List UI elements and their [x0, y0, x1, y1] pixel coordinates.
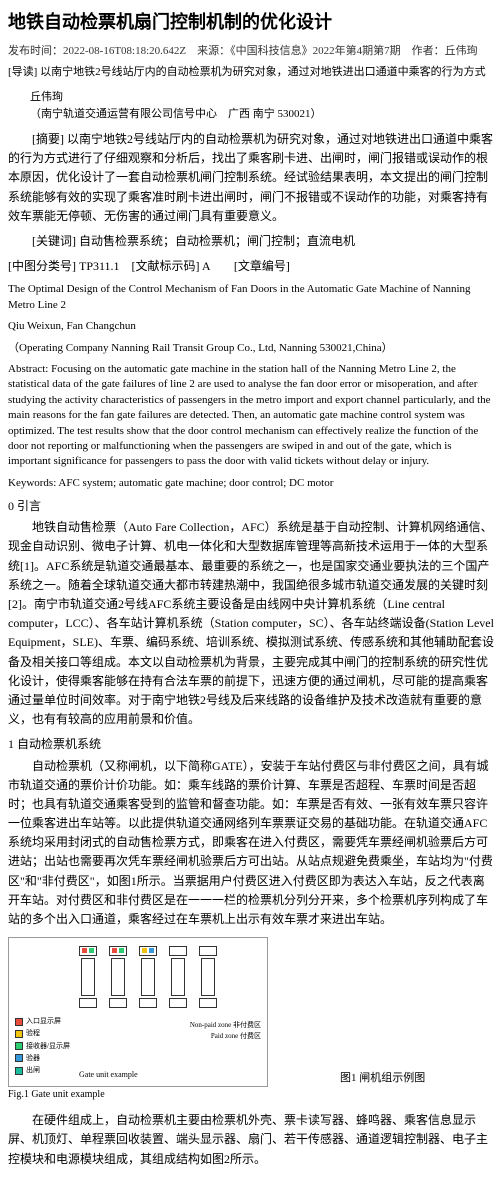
- author-value: 丘伟珣: [445, 45, 478, 57]
- abstract-en: Abstract: Focusing on the automatic gate…: [8, 362, 494, 470]
- lead-text: [导读] 以南宁地铁2号线站厅内的自动检票机为研究对象，通过对地铁进出口通道中乘…: [8, 64, 494, 81]
- legend-swatch: [15, 1054, 23, 1062]
- gate-box: [169, 998, 187, 1008]
- author-label: 作者：: [412, 45, 445, 57]
- legend-item: 出闸: [15, 1065, 70, 1076]
- author-name: 丘伟珣: [8, 89, 494, 107]
- gate-indicator: [149, 948, 154, 953]
- legend-swatch: [15, 1018, 23, 1026]
- meta-line: 发布时间：2022-08-16T08:18:20.642Z 来源：《中国科技信息…: [8, 43, 494, 61]
- legend-swatch: [15, 1042, 23, 1050]
- clc-line: [中图分类号] TP311.1 [文献标示码] A [文章编号]: [8, 257, 494, 276]
- figure-1: 入口显示屏 验程 接收器/显示屏 验器 出闸 Non-paid zone 非付费…: [8, 937, 494, 1103]
- nonpay-label: Non-paid zone 非付费区: [190, 1020, 261, 1031]
- gate-passage: [81, 958, 95, 996]
- section-0-p1: 地铁自动售检票（Auto Fare Collection，AFC）系统是基于自动…: [8, 518, 494, 729]
- figure-legend: 入口显示屏 验程 接收器/显示屏 验器 出闸: [15, 1016, 70, 1077]
- legend-item: 验程: [15, 1028, 70, 1039]
- author-affil: （南宁轨道交通运营有限公司信号中心 广西 南宁 530021）: [8, 106, 494, 124]
- gate-box: [109, 998, 127, 1008]
- legend-item: 接收器/显示屏: [15, 1041, 70, 1052]
- source-value: 《中国科技信息》2022年第4期第7期: [230, 45, 401, 57]
- author-en: Qiu Weixun, Fan Changchun: [8, 319, 494, 334]
- gate-indicator: [112, 948, 117, 953]
- gate-passage: [171, 958, 185, 996]
- affil-en: （Operating Company Nanning Rail Transit …: [8, 341, 494, 356]
- abstract-cn-label: [摘要]: [32, 132, 64, 146]
- gate-passage: [141, 958, 155, 996]
- section-0-heading: 0 引言: [8, 497, 494, 516]
- legend-swatch: [15, 1067, 23, 1075]
- figure-1-diagram: 入口显示屏 验程 接收器/显示屏 验器 出闸 Non-paid zone 非付费…: [8, 937, 268, 1087]
- title-en: The Optimal Design of the Control Mechan…: [8, 282, 494, 313]
- source-label: 来源：: [197, 45, 230, 57]
- pubtime-label: 发布时间：: [8, 45, 63, 57]
- legend-label: 出闸: [26, 1065, 40, 1076]
- zone-labels: Non-paid zone 非付费区 Paid zone 付费区: [190, 1020, 261, 1042]
- abstract-cn-text: 以南宁地铁2号线站厅内的自动检票机为研究对象，通过对地铁进出口通道中乘客的行为方…: [8, 132, 493, 223]
- gate-passage: [201, 958, 215, 996]
- author-block: 丘伟珣 （南宁轨道交通运营有限公司信号中心 广西 南宁 530021）: [8, 89, 494, 124]
- section-1-heading: 1 自动检票机系统: [8, 735, 494, 754]
- legend-label: 接收器/显示屏: [26, 1041, 70, 1052]
- gate-box: [79, 998, 97, 1008]
- gate-indicator: [119, 948, 124, 953]
- legend-item: 验器: [15, 1053, 70, 1064]
- keywords-cn: [关键词] 自动售检票系统；自动检票机；闸门控制；直流电机: [8, 232, 494, 251]
- keywords-en: Keywords: AFC system; automatic gate mac…: [8, 476, 494, 491]
- legend-label: 验程: [26, 1028, 40, 1039]
- gate-indicator: [82, 948, 87, 953]
- figure-1-caption-cn: 图1 闸机组示例图: [340, 1070, 425, 1088]
- legend-label: 验器: [26, 1053, 40, 1064]
- pay-label: Paid zone 付费区: [190, 1031, 261, 1042]
- section-1-p1: 自动检票机（又称闸机，以下简称GATE），安装于车站付费区与非付费区之间，具有城…: [8, 757, 494, 930]
- figure-1-caption-en: Fig.1 Gate unit example: [8, 1087, 494, 1103]
- gate-passage: [111, 958, 125, 996]
- gate-box: [139, 998, 157, 1008]
- gate-box: [199, 946, 217, 956]
- legend-item: 入口显示屏: [15, 1016, 70, 1027]
- pubtime-value: 2022-08-16T08:18:20.642Z: [63, 45, 186, 57]
- legend-label: 入口显示屏: [26, 1016, 61, 1027]
- gate-indicator: [142, 948, 147, 953]
- gate-box: [199, 998, 217, 1008]
- gate-box: [169, 946, 187, 956]
- fig-inner-caption: Gate unit example: [79, 1069, 138, 1082]
- gate-indicator: [89, 948, 94, 953]
- article-title: 地铁自动检票机扇门控制机制的优化设计: [8, 8, 494, 37]
- abstract-cn: [摘要] 以南宁地铁2号线站厅内的自动检票机为研究对象，通过对地铁进出口通道中乘…: [8, 130, 494, 226]
- legend-swatch: [15, 1030, 23, 1038]
- section-1-p2: 在硬件组成上，自动检票机主要由检票机外壳、票卡读写器、蜂鸣器、乘客信息显示屏、机…: [8, 1111, 494, 1169]
